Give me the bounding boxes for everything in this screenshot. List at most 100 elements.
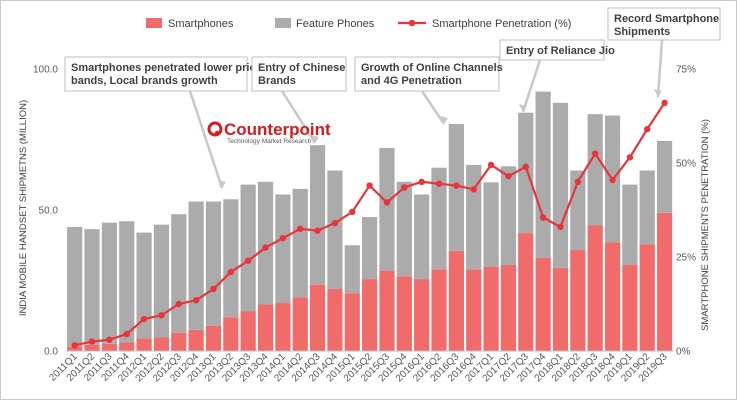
feature-phones-bar xyxy=(136,232,152,339)
smartphones-bar xyxy=(604,242,621,351)
feature-phones-bar xyxy=(656,140,673,213)
logo-name: Counterpoint xyxy=(224,120,331,139)
callout-arrowhead xyxy=(311,135,319,143)
smartphones-bar xyxy=(223,317,239,351)
smartphones-bar xyxy=(656,212,673,351)
penetration-point xyxy=(487,161,495,169)
smartphones-bar xyxy=(101,343,117,351)
logo-tagline: Technology Market Research xyxy=(227,138,312,145)
penetration-point xyxy=(140,315,148,323)
feature-phones-bar xyxy=(518,112,534,234)
penetration-point xyxy=(453,182,460,189)
callout-arrow xyxy=(280,90,317,144)
penetration-point xyxy=(661,99,668,107)
penetration-point xyxy=(71,342,78,349)
legend-label-feature-phones: Feature Phones xyxy=(296,18,375,30)
smartphones-bar xyxy=(570,250,586,351)
penetration-point xyxy=(539,214,547,221)
smartphones-bar xyxy=(622,264,638,351)
smartphones-bar xyxy=(639,244,655,351)
smartphones-bar xyxy=(448,250,464,351)
smartphones-bar xyxy=(587,225,603,351)
callout-box xyxy=(251,56,347,92)
feature-phones-bar xyxy=(552,102,569,268)
callout-box xyxy=(354,56,500,92)
smartphones-bar xyxy=(535,257,551,351)
legend-marker-penetration xyxy=(408,19,416,27)
penetration-point xyxy=(175,300,182,308)
callout-box xyxy=(607,7,721,41)
smartphones-bar xyxy=(379,270,395,351)
callout-arrow xyxy=(420,90,446,125)
y-axis-title: INDIA MOBILE HANDSET SHIPMETNS (MILLION) xyxy=(18,100,29,316)
penetration-line-layer xyxy=(71,99,668,349)
legend-swatch-feature-phones xyxy=(275,18,291,28)
penetration-point xyxy=(279,235,287,242)
smartphones-bar xyxy=(309,284,326,351)
smartphones-bar xyxy=(153,337,170,351)
penetration-point xyxy=(418,178,425,185)
penetration-point xyxy=(331,219,339,227)
callout-arrowhead xyxy=(519,104,527,112)
callout-arrowhead xyxy=(440,116,448,124)
feature-phones-bar xyxy=(622,184,638,265)
feature-phones-bar xyxy=(327,170,343,289)
feature-phones-bar xyxy=(188,201,204,330)
feature-phones-bar xyxy=(240,184,256,312)
feature-phones-bar xyxy=(379,147,395,271)
penetration-point xyxy=(574,178,582,185)
feature-phones-bar xyxy=(257,181,274,305)
feature-phones-bar xyxy=(431,167,447,270)
smartphones-bar xyxy=(344,293,360,351)
callout-text-online-4g: Growth of Online Channels xyxy=(361,62,503,74)
feature-phones-bar xyxy=(101,222,117,344)
feature-phones-bar xyxy=(362,217,378,280)
feature-phones-bar xyxy=(587,114,603,226)
callout-arrow xyxy=(656,39,664,98)
y-tick-label: 50.0 xyxy=(39,206,59,217)
penetration-point xyxy=(644,125,651,133)
penetration-point xyxy=(192,297,200,304)
callout-text-record: Record Smartphone xyxy=(614,13,719,25)
smartphones-bar xyxy=(362,279,378,351)
feature-phones-bar xyxy=(67,226,83,347)
callout-text-chinese-brands: Entry of Chinese xyxy=(258,62,345,74)
penetration-point xyxy=(505,172,512,180)
penetration-point xyxy=(557,223,564,231)
penetration-point xyxy=(227,268,235,276)
smartphones-bar xyxy=(552,267,569,351)
penetration-point xyxy=(123,330,130,338)
feature-phones-bar xyxy=(396,181,412,277)
penetration-point xyxy=(522,163,529,170)
y2-tick-label: 75% xyxy=(676,65,696,76)
smartphones-bar xyxy=(205,325,222,351)
feature-phones-bar xyxy=(171,214,187,333)
smartphones-bar xyxy=(518,233,534,351)
penetration-point xyxy=(88,338,96,345)
penetration-point xyxy=(210,285,217,293)
feature-phones-bar xyxy=(466,164,482,270)
legend: Smartphones Feature Phones Smartphone Pene… xyxy=(146,18,571,30)
annotations-layer: Smartphones penetrated lower pricebands,… xyxy=(64,7,721,189)
callout-text-chinese-brands: Brands xyxy=(258,75,296,87)
penetration-point xyxy=(106,336,113,343)
penetration-point xyxy=(470,186,477,193)
smartphones-bar xyxy=(240,311,256,351)
bars-layer xyxy=(67,91,673,351)
legend-label-smartphones: Smartphones xyxy=(168,18,234,30)
smartphones-bar xyxy=(136,338,152,351)
smartphones-bar xyxy=(396,276,412,351)
feature-phones-bar xyxy=(414,194,430,280)
feature-phones-bar xyxy=(119,221,135,343)
smartphones-bar xyxy=(119,342,135,351)
feature-phones-bar xyxy=(500,166,517,265)
penetration-point xyxy=(435,180,443,187)
penetration-point xyxy=(626,154,634,161)
smartphones-bar xyxy=(84,344,100,351)
y-tick-label: 100.0 xyxy=(33,65,58,76)
y2-tick-label: 25% xyxy=(676,253,696,264)
penetration-point xyxy=(591,150,599,157)
callout-box xyxy=(64,56,248,92)
callout-arrow xyxy=(521,59,542,113)
